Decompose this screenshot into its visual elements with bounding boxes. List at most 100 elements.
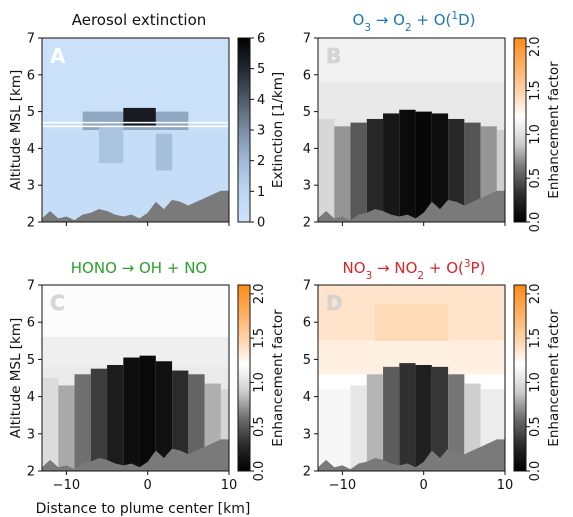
y-tick-label: 4 [27, 390, 35, 405]
colorbar-tick-label: 0 [257, 216, 265, 231]
panel-title-part: → O [371, 11, 405, 29]
panel-title-part: 1 [451, 10, 458, 22]
colorbar-tick-label: 0.5 [252, 416, 267, 437]
heatmap-cell [123, 107, 156, 127]
colorbar-tick-label: 4 [257, 93, 265, 108]
heatmap-cell [172, 370, 189, 471]
panel-letter: C [50, 291, 65, 315]
heatmap-cell [366, 374, 384, 471]
y-tick-label: 3 [303, 179, 311, 194]
colorbar-tick-label: 2 [257, 154, 265, 169]
panel-title-part: D) [458, 11, 475, 29]
colorbar-label: Enhancement factor [546, 61, 562, 199]
heatmap-cell [42, 285, 229, 338]
y-tick-label: 3 [27, 179, 35, 194]
panel-letter: B [326, 44, 341, 68]
panel-title-part: + O( [412, 11, 452, 29]
heatmap-cell [399, 363, 416, 471]
colorbar-tick-label: 2.0 [528, 284, 543, 305]
panel-letter: A [50, 44, 66, 68]
colorbar [513, 284, 527, 472]
heatmap-cell [107, 364, 124, 471]
colorbar [513, 37, 527, 223]
colorbar-tick-label: 1.5 [252, 328, 267, 349]
heatmap-cell [334, 126, 351, 222]
heatmap-cell [155, 133, 173, 171]
panel-c-hono-photolysis: 2 3 4 5 6 7 −10 0 10 Altitude MSL [km] C HONO → OH … [8, 259, 286, 493]
x-tick-label: 0 [144, 478, 152, 493]
x-tick-label: −10 [53, 478, 80, 493]
heatmap-cell [350, 385, 367, 471]
colorbar-tick-label: 6 [257, 32, 265, 47]
terrain-profile [42, 439, 229, 471]
colorbar [237, 284, 251, 472]
colorbar-tick-label: 2.0 [252, 284, 267, 305]
panel-title-part: 2 [417, 270, 424, 282]
panel-title-part: + O( [424, 259, 464, 277]
colorbar-tick-label: 0.0 [528, 212, 543, 233]
y-tick-label: 2 [27, 216, 35, 231]
x-tick-label: 10 [497, 478, 514, 493]
heatmap-cell [220, 389, 229, 471]
panel-title-part: 3 [464, 258, 471, 270]
y-tick-label: 7 [303, 32, 311, 47]
heatmap-cell [383, 113, 400, 222]
heatmap-cell [58, 385, 75, 471]
panel-title-part: 3 [366, 270, 373, 282]
y-tick-label: 2 [27, 465, 35, 480]
heatmap-cell [464, 122, 481, 222]
heatmap-cell [318, 118, 335, 222]
panel-title-part: NO [343, 259, 366, 277]
colorbar-tick-label: 0.0 [528, 461, 543, 482]
colorbar-tick-label: 3 [257, 124, 265, 139]
y-tick-label: 4 [303, 390, 311, 405]
heatmap-cell [42, 378, 59, 471]
axes-frame [41, 37, 230, 223]
terrain-profile [318, 439, 505, 471]
heatmap-cell [448, 374, 465, 471]
shared-x-axis-label: Distance to plume center [km] [36, 501, 251, 517]
axes-frame [317, 284, 506, 472]
heatmap-cell [431, 113, 449, 222]
heatmap-cell [366, 118, 384, 222]
terrain-profile [42, 190, 229, 222]
y-tick-label: 6 [27, 316, 35, 331]
colorbar-tick-label: 5 [257, 62, 265, 77]
y-tick-label: 7 [27, 32, 35, 47]
heatmap-cell [188, 374, 205, 471]
colorbar-label: Enhancement factor [270, 309, 286, 447]
panel-title-part: HONO → OH + NO [71, 259, 207, 277]
y-tick-label: 4 [303, 142, 311, 157]
y-tick-label: 3 [27, 427, 35, 442]
heatmap-cell [123, 357, 140, 471]
heatmap-cell [350, 122, 367, 222]
y-tick-label: 5 [303, 105, 311, 120]
heatmap-cell [496, 130, 505, 222]
y-tick-label: 5 [27, 105, 35, 120]
panel-title-part: 3 [364, 22, 371, 34]
y-tick-label: 7 [303, 279, 311, 294]
colorbar-tick-label: 1 [257, 185, 265, 200]
heatmap-cell [139, 355, 156, 471]
y-axis-label: Altitude MSL [km] [8, 70, 24, 191]
heatmap-cell [399, 109, 416, 222]
axes-frame [41, 284, 230, 472]
y-tick-label: 6 [303, 316, 311, 331]
heatmap-cell [448, 118, 465, 222]
colorbar [237, 37, 251, 223]
heatmap-cell [318, 389, 351, 471]
panel-title-part: O [353, 11, 365, 29]
colorbar-tick-label: 1.5 [528, 328, 543, 349]
y-tick-label: 2 [303, 465, 311, 480]
panel-a-aerosol-extinction: 2 3 4 5 6 7 Altitude MSL [km] A Aerosol extincti… [8, 11, 286, 231]
heatmap-cell [415, 364, 432, 471]
panel-title-part: → NO [372, 259, 417, 277]
plot-area [42, 285, 229, 471]
colorbar-label: Extinction [1/km] [270, 72, 286, 188]
colorbar-tick-label: 1.5 [528, 80, 543, 101]
heatmap-cell [431, 366, 449, 471]
heatmap-cell [90, 368, 108, 471]
axes-frame [317, 37, 506, 223]
